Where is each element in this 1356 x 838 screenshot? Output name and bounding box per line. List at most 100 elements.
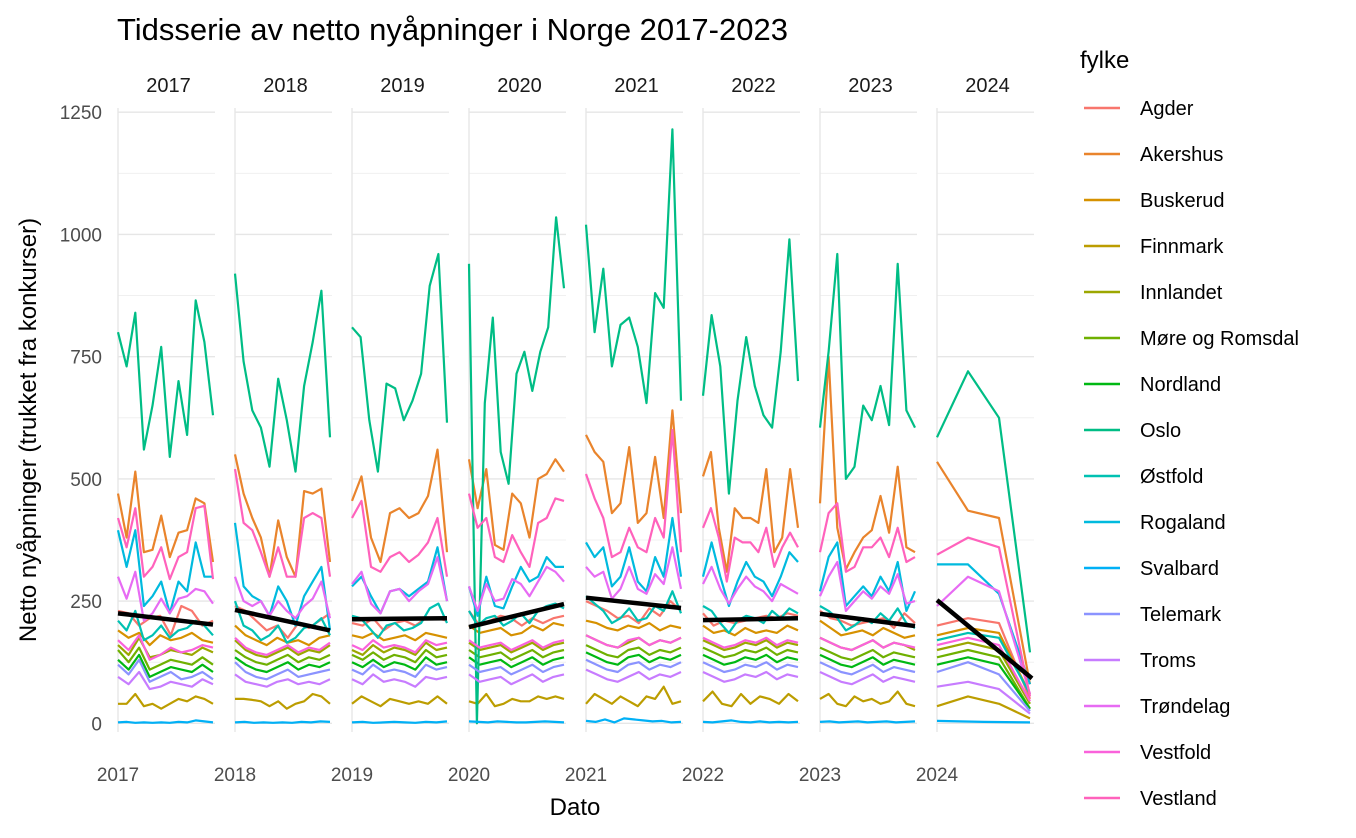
chart-title: Tidsserie av netto nyåpninger i Norge 20… bbox=[117, 12, 788, 47]
x-tick-label: 2018 bbox=[214, 765, 256, 786]
series-line-innlandet bbox=[351, 641, 448, 657]
legend: fylke Agder Akershus Buskerud Finnmark Innla… bbox=[1080, 47, 1299, 810]
series-line-vestfold bbox=[936, 636, 1031, 702]
series-line-oslo bbox=[351, 252, 449, 473]
series-line-møre-og-romsdal bbox=[234, 649, 331, 666]
facet-label: 2024 bbox=[965, 75, 1010, 97]
series-line-vestland bbox=[936, 536, 1032, 697]
legend-item: Agder bbox=[1084, 98, 1194, 120]
series-line-møre-og-romsdal bbox=[117, 646, 214, 671]
legend-title: fylke bbox=[1080, 47, 1129, 74]
series-line-vestland bbox=[116, 504, 215, 581]
series-line-nordland bbox=[585, 651, 682, 666]
facet-label: 2019 bbox=[380, 75, 425, 97]
series-line-svalbard bbox=[585, 717, 682, 724]
facet-panel-2017: 2017 2017 bbox=[97, 75, 215, 786]
series-line-telemark bbox=[468, 663, 565, 676]
legend-item: Møre og Romsdal bbox=[1084, 328, 1299, 350]
facet-panel-2019: 2019 2019 bbox=[331, 75, 449, 786]
x-tick-label: 2021 bbox=[565, 765, 607, 786]
legend-item: Østfold bbox=[1084, 466, 1203, 488]
x-tick-label: 2019 bbox=[331, 765, 373, 786]
series-line-nordland bbox=[819, 653, 916, 669]
legend-item: Telemark bbox=[1084, 604, 1222, 626]
series-line-telemark bbox=[351, 663, 448, 679]
legend-label: Agder bbox=[1140, 98, 1194, 120]
legend-item: Nordland bbox=[1084, 374, 1221, 396]
series-line-møre-og-romsdal bbox=[468, 648, 565, 661]
legend-item: Akershus bbox=[1084, 144, 1223, 166]
y-tick-label: 250 bbox=[70, 592, 102, 613]
trend-line bbox=[351, 615, 448, 622]
series-line-finnmark bbox=[118, 692, 214, 710]
series-line-akershus bbox=[116, 470, 215, 563]
series-line-trøndelag bbox=[351, 555, 449, 615]
series-line-troms bbox=[819, 671, 916, 686]
trend-line bbox=[585, 595, 682, 611]
series-line-nordland bbox=[468, 656, 565, 669]
series-line-rogaland bbox=[585, 516, 683, 593]
legend-label: Nordland bbox=[1140, 374, 1221, 396]
series-line-troms bbox=[234, 673, 331, 688]
series-line-trøndelag bbox=[702, 565, 799, 605]
series-line-trøndelag bbox=[467, 565, 565, 613]
series-line-finnmark bbox=[702, 690, 799, 708]
x-tick-label: 2022 bbox=[682, 765, 724, 786]
series-line-telemark bbox=[117, 658, 214, 683]
series-line-innlandet bbox=[702, 639, 799, 652]
facet-label: 2017 bbox=[146, 75, 191, 97]
series-line-vestland bbox=[467, 493, 565, 569]
series-line-vestland bbox=[584, 428, 683, 559]
series-line-vestfold bbox=[468, 639, 565, 652]
series-line-agder bbox=[936, 617, 1032, 700]
series-line-telemark bbox=[936, 661, 1031, 712]
series-line-trøndelag bbox=[233, 576, 332, 620]
series-line-telemark bbox=[234, 661, 331, 681]
y-axis: 0 250 500 750 1000 1250 bbox=[60, 103, 102, 735]
series-line-møre-og-romsdal bbox=[351, 648, 448, 664]
x-axis-title: Dato bbox=[550, 794, 601, 821]
legend-label: Akershus bbox=[1140, 144, 1223, 166]
series-line-telemark bbox=[819, 661, 916, 676]
series-line-innlandet bbox=[936, 641, 1031, 705]
trend-line bbox=[935, 598, 1034, 681]
series-line-akershus bbox=[585, 409, 683, 525]
y-tick-label: 500 bbox=[70, 470, 102, 491]
series-line-telemark bbox=[702, 661, 799, 674]
legend-label: Vestfold bbox=[1140, 742, 1211, 764]
trend-line bbox=[117, 611, 214, 627]
facet-label: 2021 bbox=[614, 75, 659, 97]
series-line-troms bbox=[351, 673, 448, 688]
trend-line bbox=[819, 611, 916, 629]
series-line-trøndelag bbox=[585, 546, 683, 600]
series-line-troms bbox=[936, 680, 1031, 715]
series-line-vestfold bbox=[585, 634, 682, 649]
series-line-innlandet bbox=[234, 639, 331, 659]
series-line-østfold bbox=[233, 600, 331, 644]
trend-line bbox=[234, 607, 331, 633]
series-line-rogaland bbox=[818, 541, 917, 613]
legend-label: Oslo bbox=[1140, 420, 1181, 442]
series-line-rogaland bbox=[351, 546, 449, 615]
series-line-svalbard bbox=[351, 720, 448, 724]
series-line-svalbard bbox=[117, 719, 214, 724]
series-line-rogaland bbox=[701, 541, 799, 608]
series-line-oslo bbox=[936, 370, 1032, 653]
series-line-buskerud bbox=[468, 621, 565, 637]
series-line-akershus bbox=[701, 450, 800, 573]
facet-label: 2018 bbox=[263, 75, 308, 97]
series-line-østfold bbox=[351, 602, 449, 639]
legend-item: Vestland bbox=[1084, 788, 1217, 810]
legend-label: Østfold bbox=[1140, 466, 1203, 488]
series-line-rogaland bbox=[467, 555, 564, 617]
series-line-nordland bbox=[117, 653, 214, 679]
facet-label: 2022 bbox=[731, 75, 776, 97]
series-line-oslo bbox=[467, 216, 566, 725]
series-line-akershus bbox=[350, 448, 449, 564]
legend-item: Vestfold bbox=[1084, 742, 1211, 764]
legend-item: Rogaland bbox=[1084, 512, 1226, 534]
facet-panel-2022: 2022 2022 bbox=[682, 75, 800, 786]
series-line-oslo bbox=[116, 299, 215, 458]
series-line-nordland bbox=[351, 656, 448, 671]
